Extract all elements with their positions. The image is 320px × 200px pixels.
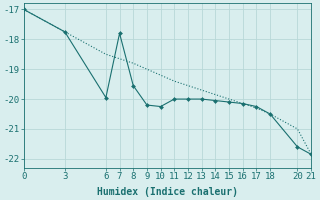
X-axis label: Humidex (Indice chaleur): Humidex (Indice chaleur) — [97, 186, 238, 197]
